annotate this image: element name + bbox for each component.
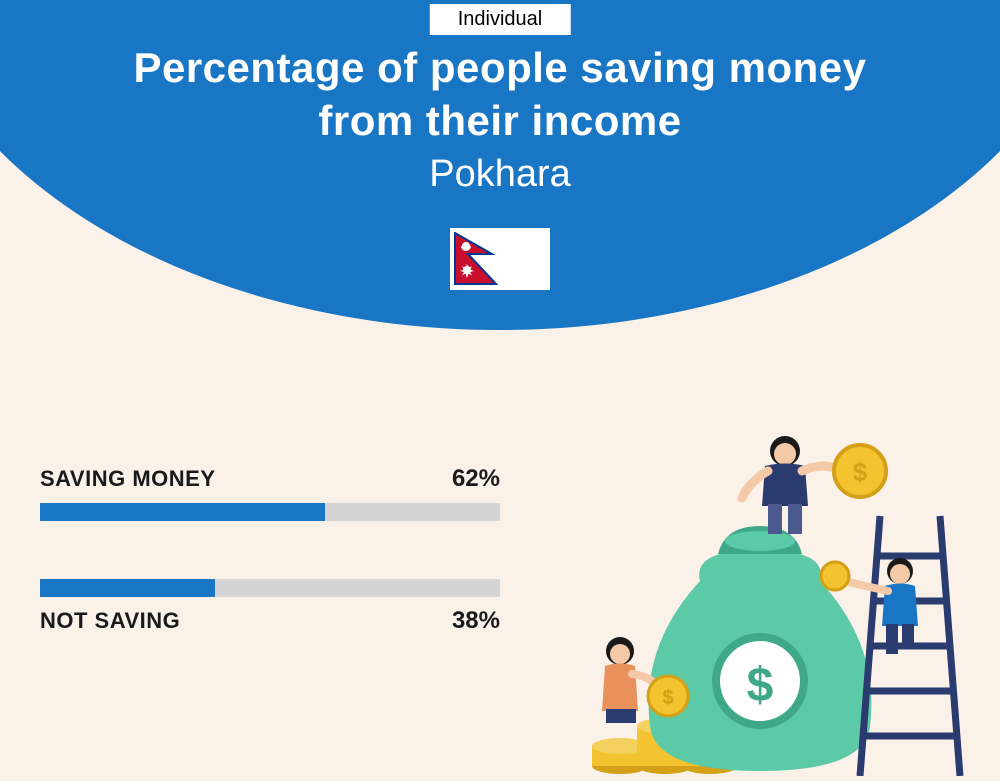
bar-header: NOT SAVING 38% <box>40 607 500 635</box>
bar-value: 62% <box>452 465 500 493</box>
bar-value: 38% <box>452 607 500 635</box>
bar-fill <box>40 579 215 597</box>
location-subtitle: Pokhara <box>0 153 1000 196</box>
title-block: Percentage of people saving money from t… <box>0 42 1000 196</box>
savings-illustration-svg: $ $ <box>570 426 970 776</box>
main-title: Percentage of people saving money from t… <box>0 42 1000 147</box>
bar-header: SAVING MONEY 62% <box>40 465 500 493</box>
title-line-1: Percentage of people saving money <box>133 44 866 91</box>
title-line-2: from their income <box>318 97 681 144</box>
badge-text: Individual <box>458 8 543 30</box>
svg-text:$: $ <box>662 687 673 709</box>
category-badge: Individual <box>430 4 571 35</box>
nepal-flag-icon <box>454 232 498 286</box>
svg-text:$: $ <box>747 659 774 712</box>
svg-text:$: $ <box>853 457 868 487</box>
bar-track <box>40 503 500 521</box>
bar-fill <box>40 503 325 521</box>
savings-illustration: $ $ <box>570 426 970 776</box>
bar-saving-money: SAVING MONEY 62% <box>40 465 500 521</box>
bars-section: SAVING MONEY 62% NOT SAVING 38% <box>40 465 500 693</box>
flag-nepal <box>450 228 550 290</box>
person-top-icon: $ <box>742 436 886 534</box>
bar-label: NOT SAVING <box>40 608 180 634</box>
bar-track <box>40 579 500 597</box>
bar-label: SAVING MONEY <box>40 466 216 492</box>
bar-not-saving: NOT SAVING 38% <box>40 579 500 635</box>
